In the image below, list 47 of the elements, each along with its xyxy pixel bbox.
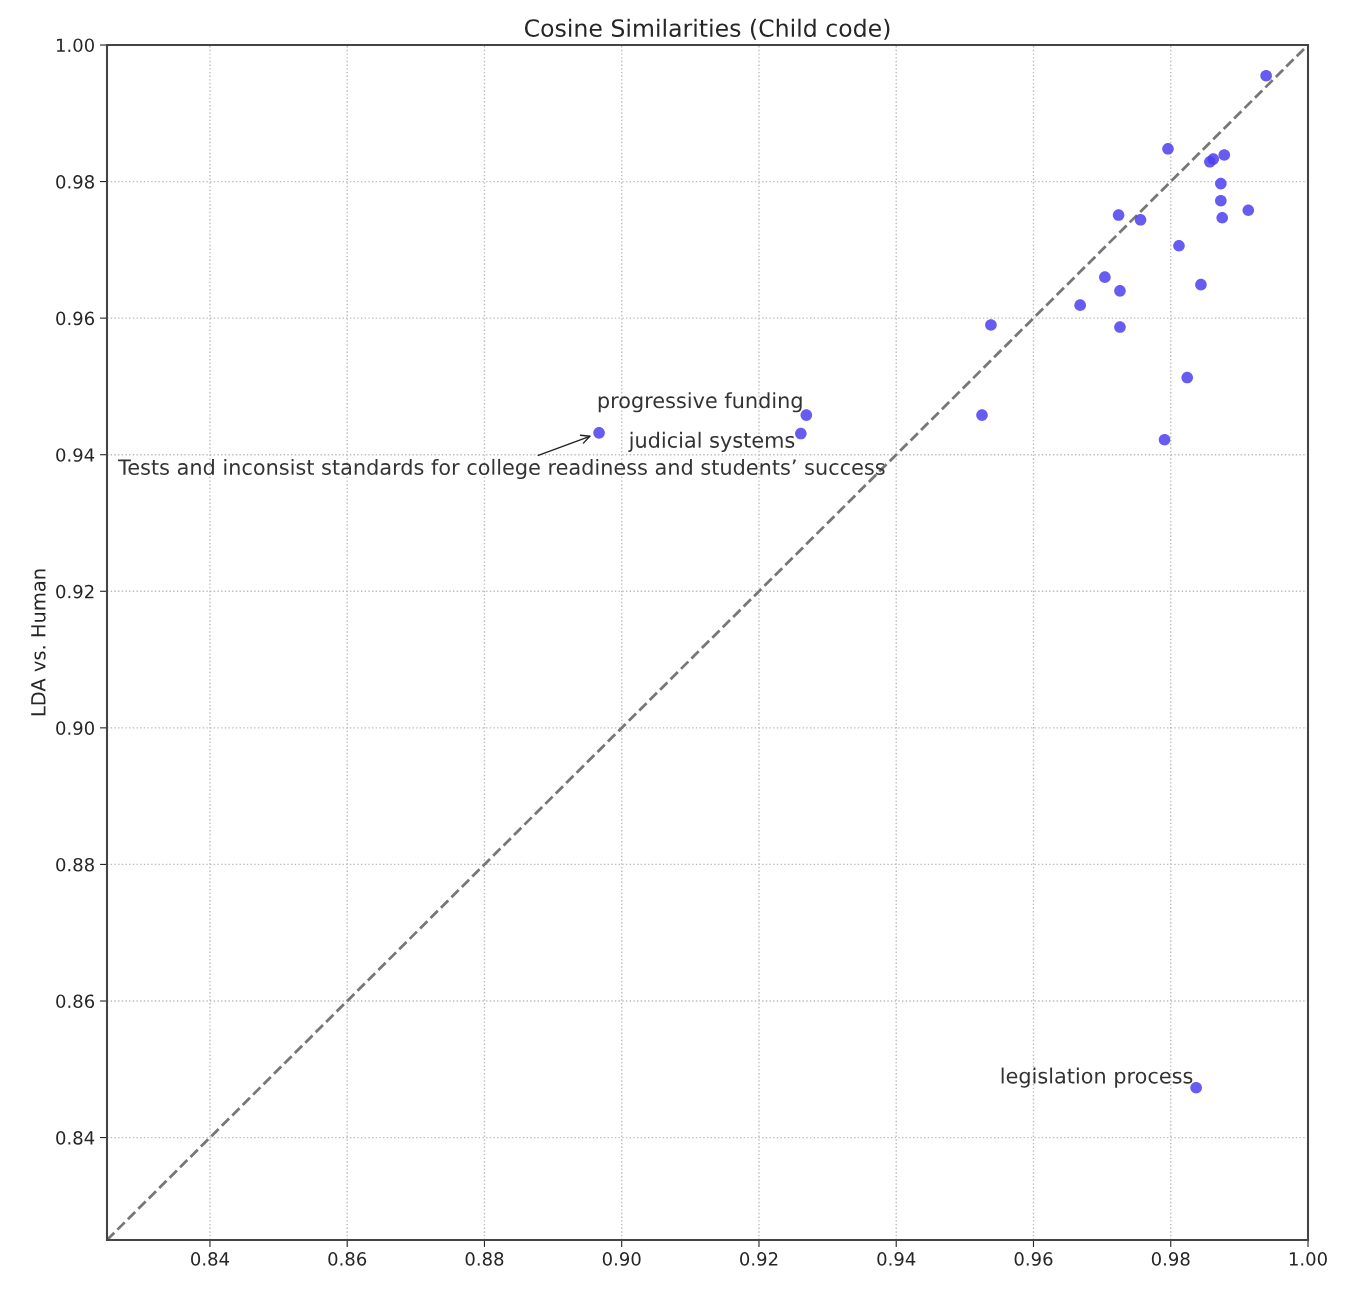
chart-title: Cosine Similarities (Child code) [524,18,890,40]
point [1158,433,1171,446]
point [985,319,997,331]
point [1195,278,1207,291]
point [1162,142,1174,155]
annotation: Tests and inconsist standards for college readiness and students’ success [118,458,885,480]
x-tick-label: 0.96 [1014,1252,1053,1266]
point [800,409,813,421]
point [1215,177,1227,190]
x-tick-label: 0.94 [877,1252,916,1266]
y-tick-label: 1.00 [56,38,94,53]
point [1216,211,1229,224]
point [1173,239,1185,252]
y-tick-label: 0.84 [56,1131,95,1145]
y-tick-label: 0.90 [56,721,94,735]
point [1207,153,1220,165]
x-tick-label: 0.90 [602,1252,641,1266]
point [1242,204,1255,217]
point [1099,271,1111,283]
x-tick-label: 0.92 [740,1252,778,1266]
point [1181,371,1194,384]
point [1260,69,1272,82]
y-axis-title: LDA vs. Human [31,569,46,716]
point [1112,209,1125,221]
annotation: legislation process [1001,1067,1193,1088]
point [795,427,807,440]
point [1074,299,1086,311]
x-tick-label: 0.86 [328,1252,367,1266]
point [1215,194,1227,207]
point [1114,285,1126,297]
y-tick-label: 0.86 [56,994,95,1009]
x-tick-label: 0.88 [465,1252,504,1266]
point [593,427,605,439]
point [1114,321,1126,333]
annotation: progressive funding [598,392,802,413]
x-tick-label: 1.00 [1289,1252,1327,1266]
point [1134,214,1147,226]
y-tick-label: 0.98 [56,175,94,189]
annotation: judicial systems [628,431,795,452]
y-tick-label: 0.92 [56,584,94,599]
y-tick-label: 0.96 [56,311,95,326]
point [1218,149,1231,161]
x-tick-label: 0.84 [191,1252,230,1266]
point [976,409,988,421]
y-tick-label: 0.88 [56,857,94,872]
y-tick-label: 0.94 [56,448,95,462]
x-tick-label: 0.98 [1151,1252,1190,1266]
